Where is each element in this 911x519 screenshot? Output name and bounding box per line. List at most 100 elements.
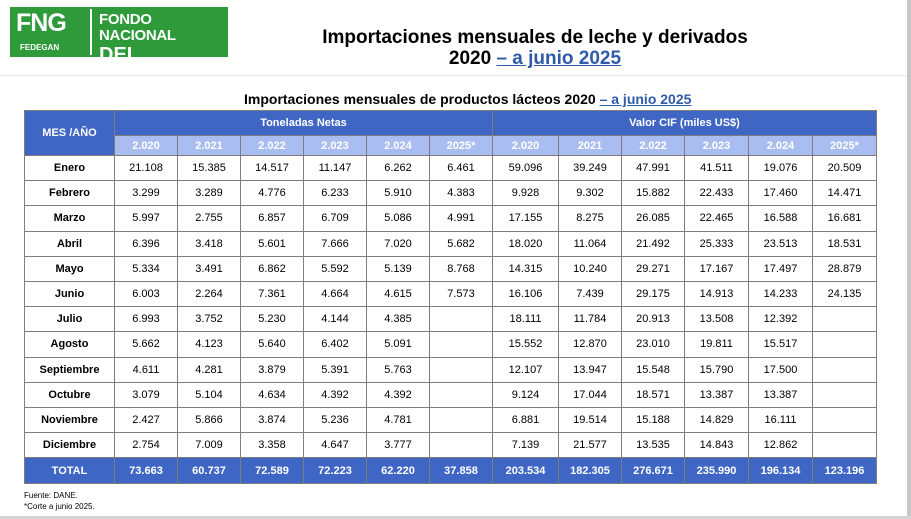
year-header: 2.024 <box>748 135 813 156</box>
value-cell: 14.829 <box>684 406 749 434</box>
value-cell: 5.236 <box>303 406 367 434</box>
year-header: 2.022 <box>240 135 304 156</box>
value-cell <box>429 331 493 358</box>
total-cell: 73.663 <box>114 457 178 485</box>
page-title-line2: 2020 – a junio 2025 <box>310 48 760 69</box>
value-cell: 28.879 <box>812 255 877 282</box>
value-cell: 4.123 <box>177 331 241 358</box>
year-header: 2.022 <box>621 135 685 156</box>
value-cell: 8.275 <box>558 205 622 232</box>
year-header: 2.020 <box>114 135 178 156</box>
logo-line1: FONDO NACIONAL <box>99 11 176 44</box>
value-cell: 4.615 <box>366 280 430 308</box>
value-cell: 47.991 <box>621 154 685 182</box>
value-cell: 4.781 <box>366 406 430 434</box>
value-cell: 19.076 <box>748 154 813 182</box>
value-cell: 5.662 <box>114 331 178 358</box>
value-cell: 11.147 <box>303 154 367 182</box>
table-row: Febrero 3.299 3.289 4.776 6.233 5.910 4.383 9.9… <box>24 180 877 207</box>
value-cell: 18.111 <box>492 306 559 333</box>
fedegan-logo: FNG FEDEGAN FONDO NACIONAL DEL GANADO <box>10 7 228 88</box>
value-cell: 3.289 <box>177 180 241 207</box>
table-row: Junio 6.003 2.264 7.361 4.664 4.615 7.573 16.10… <box>24 280 877 308</box>
value-cell: 12.862 <box>748 432 813 459</box>
total-cell: 37.858 <box>429 457 493 485</box>
month-cell: Marzo <box>24 205 115 232</box>
value-cell: 6.396 <box>114 230 178 257</box>
value-cell: 14.315 <box>492 255 559 282</box>
page-title-link[interactable]: – a junio 2025 <box>496 48 622 69</box>
value-cell: 4.392 <box>366 381 430 408</box>
month-cell: Septiembre <box>24 356 115 383</box>
value-cell: 9.302 <box>558 180 622 207</box>
value-cell: 3.777 <box>366 432 430 459</box>
value-cell: 23.513 <box>748 230 813 257</box>
imports-table: MES /AÑO Toneladas Netas Valor CIF (mile… <box>24 110 877 485</box>
month-cell: Abril <box>24 230 115 257</box>
month-cell: Julio <box>24 306 115 333</box>
total-cell: 60.737 <box>177 457 241 485</box>
value-cell: 15.517 <box>748 331 813 358</box>
source-note: Fuente: DANE. <box>24 491 78 500</box>
value-cell: 13.508 <box>684 306 749 333</box>
table-title-text: Importaciones mensuales de productos lác… <box>244 91 600 107</box>
value-cell: 6.233 <box>303 180 367 207</box>
table-row: Marzo 5.997 2.755 6.857 6.709 5.086 4.991 17.15… <box>24 205 877 232</box>
value-cell: 5.139 <box>366 255 430 282</box>
year-header: 2021 <box>558 135 622 156</box>
value-cell: 6.993 <box>114 306 178 333</box>
value-cell: 6.402 <box>303 331 367 358</box>
value-cell <box>812 432 877 459</box>
value-cell: 41.511 <box>684 154 749 182</box>
table-row: Noviembre 2.427 5.866 3.874 5.236 4.781 6.881 1… <box>24 406 877 434</box>
value-cell: 23.010 <box>621 331 685 358</box>
value-cell <box>429 356 493 383</box>
table-title: Importaciones mensuales de productos lác… <box>244 91 691 107</box>
value-cell: 6.881 <box>492 406 559 434</box>
value-cell: 5.391 <box>303 356 367 383</box>
window-edge-bottom <box>0 516 911 519</box>
value-cell: 3.874 <box>240 406 304 434</box>
value-cell <box>812 331 877 358</box>
value-cell: 59.096 <box>492 154 559 182</box>
value-cell: 20.913 <box>621 306 685 333</box>
value-cell: 17.167 <box>684 255 749 282</box>
total-cell: 123.196 <box>812 457 877 485</box>
value-cell: 5.763 <box>366 356 430 383</box>
value-cell <box>812 356 877 383</box>
value-cell <box>429 306 493 333</box>
value-cell: 12.870 <box>558 331 622 358</box>
total-cell: 72.589 <box>240 457 304 485</box>
header-divider <box>0 75 907 76</box>
value-cell: 16.681 <box>812 205 877 232</box>
value-cell: 14.517 <box>240 154 304 182</box>
value-cell: 5.997 <box>114 205 178 232</box>
value-cell: 5.104 <box>177 381 241 408</box>
value-cell: 5.334 <box>114 255 178 282</box>
value-cell: 3.491 <box>177 255 241 282</box>
year-header: 2.020 <box>492 135 559 156</box>
value-cell: 5.592 <box>303 255 367 282</box>
value-cell: 12.392 <box>748 306 813 333</box>
value-cell: 7.573 <box>429 280 493 308</box>
value-cell: 3.879 <box>240 356 304 383</box>
total-cell: 203.534 <box>492 457 559 485</box>
table-title-link[interactable]: – a junio 2025 <box>599 91 692 107</box>
month-header: MES /AÑO <box>24 110 115 156</box>
value-cell: 13.535 <box>621 432 685 459</box>
page-title: Importaciones mensuales de leche y deriv… <box>310 27 760 69</box>
value-cell: 19.811 <box>684 331 749 358</box>
value-cell: 6.709 <box>303 205 367 232</box>
value-cell: 15.188 <box>621 406 685 434</box>
value-cell: 4.664 <box>303 280 367 308</box>
value-cell: 19.514 <box>558 406 622 434</box>
table-row: Enero 21.108 15.385 14.517 11.147 6.262 6.461 5… <box>24 154 877 182</box>
value-cell: 4.281 <box>177 356 241 383</box>
year-header: 2.023 <box>303 135 367 156</box>
value-cell: 11.784 <box>558 306 622 333</box>
total-cell: 276.671 <box>621 457 685 485</box>
value-cell: 5.866 <box>177 406 241 434</box>
value-cell: 18.020 <box>492 230 559 257</box>
value-cell: 4.991 <box>429 205 493 232</box>
value-cell: 7.361 <box>240 280 304 308</box>
